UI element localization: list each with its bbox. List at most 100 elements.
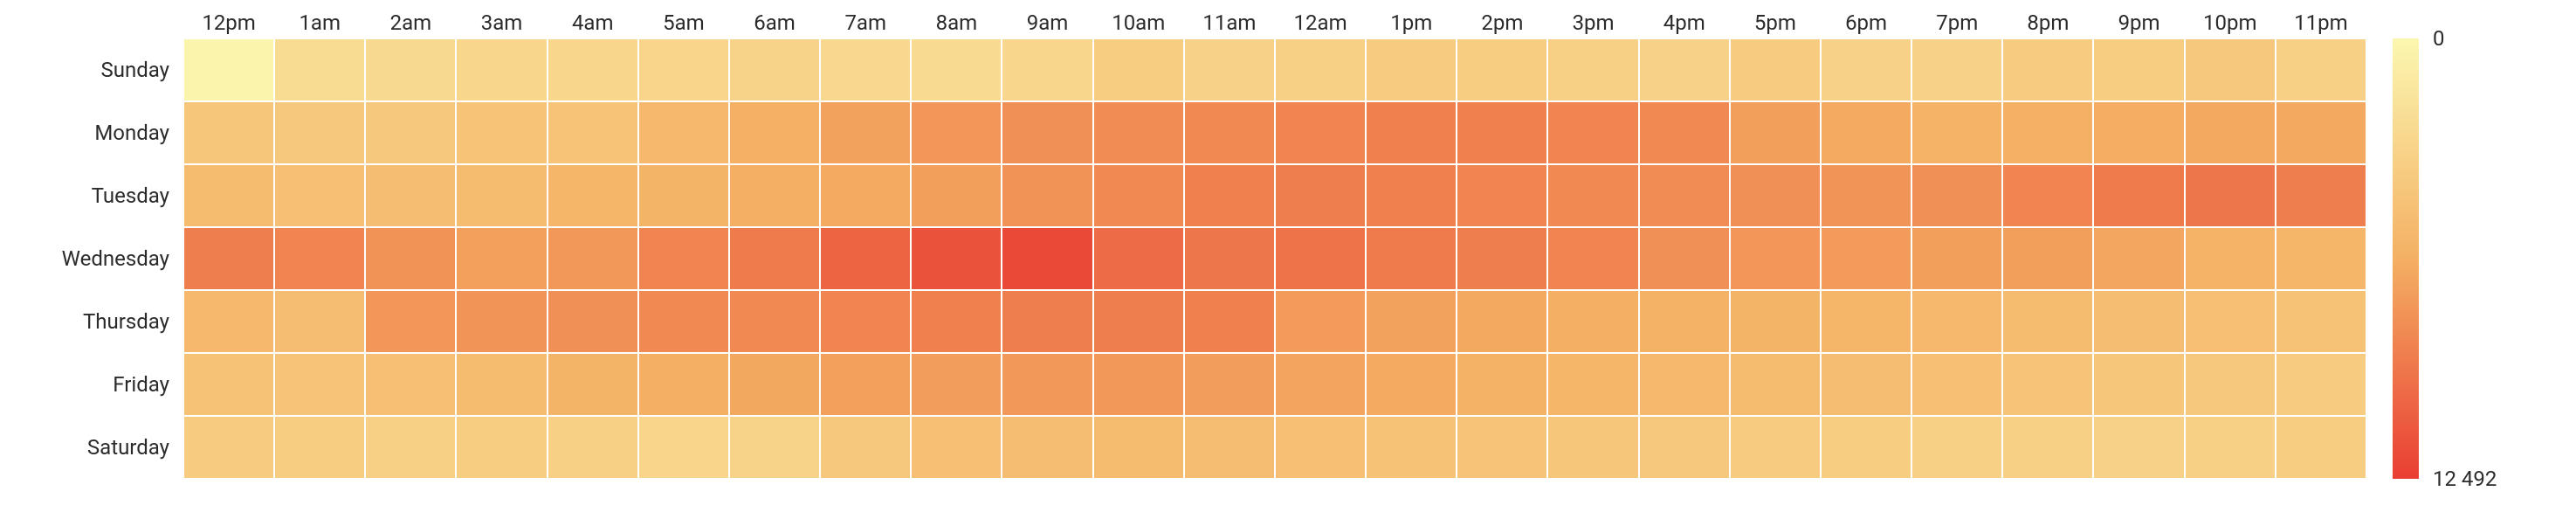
heatmap-cell[interactable] bbox=[2185, 290, 2276, 353]
heatmap-cell[interactable] bbox=[2093, 416, 2184, 479]
heatmap-cell[interactable] bbox=[456, 38, 547, 101]
heatmap-cell[interactable] bbox=[1821, 353, 1911, 416]
heatmap-cell[interactable] bbox=[1730, 353, 1821, 416]
heatmap-cell[interactable] bbox=[1002, 38, 1092, 101]
heatmap-cell[interactable] bbox=[365, 164, 456, 227]
heatmap-cell[interactable] bbox=[1184, 38, 1275, 101]
heatmap-cell[interactable] bbox=[638, 353, 729, 416]
heatmap-cell[interactable] bbox=[1639, 38, 1730, 101]
heatmap-cell[interactable] bbox=[365, 416, 456, 479]
heatmap-cell[interactable] bbox=[274, 101, 365, 164]
heatmap-cell[interactable] bbox=[1639, 353, 1730, 416]
heatmap-cell[interactable] bbox=[365, 38, 456, 101]
heatmap-cell[interactable] bbox=[729, 416, 820, 479]
heatmap-cell[interactable] bbox=[2276, 227, 2366, 290]
heatmap-cell[interactable] bbox=[2276, 290, 2366, 353]
heatmap-cell[interactable] bbox=[548, 290, 638, 353]
heatmap-cell[interactable] bbox=[1730, 416, 1821, 479]
heatmap-cell[interactable] bbox=[1547, 290, 1638, 353]
heatmap-cell[interactable] bbox=[1275, 290, 1366, 353]
heatmap-cell[interactable] bbox=[1184, 101, 1275, 164]
heatmap-cell[interactable] bbox=[2002, 416, 2093, 479]
heatmap-cell[interactable] bbox=[1366, 164, 1457, 227]
heatmap-cell[interactable] bbox=[183, 227, 274, 290]
heatmap-cell[interactable] bbox=[1184, 353, 1275, 416]
heatmap-cell[interactable] bbox=[2002, 164, 2093, 227]
heatmap-cell[interactable] bbox=[1911, 164, 2002, 227]
heatmap-cell[interactable] bbox=[365, 290, 456, 353]
heatmap-cell[interactable] bbox=[638, 290, 729, 353]
heatmap-cell[interactable] bbox=[638, 416, 729, 479]
heatmap-cell[interactable] bbox=[729, 290, 820, 353]
heatmap-cell[interactable] bbox=[1911, 38, 2002, 101]
heatmap-cell[interactable] bbox=[1366, 416, 1457, 479]
heatmap-cell[interactable] bbox=[1093, 227, 1184, 290]
heatmap-cell[interactable] bbox=[183, 290, 274, 353]
heatmap-cell[interactable] bbox=[1547, 164, 1638, 227]
heatmap-cell[interactable] bbox=[456, 353, 547, 416]
heatmap-cell[interactable] bbox=[548, 101, 638, 164]
heatmap-cell[interactable] bbox=[1366, 290, 1457, 353]
heatmap-cell[interactable] bbox=[911, 38, 1002, 101]
heatmap-cell[interactable] bbox=[911, 290, 1002, 353]
heatmap-cell[interactable] bbox=[274, 227, 365, 290]
heatmap-cell[interactable] bbox=[1821, 227, 1911, 290]
heatmap-cell[interactable] bbox=[1457, 227, 1547, 290]
heatmap-cell[interactable] bbox=[820, 227, 911, 290]
heatmap-cell[interactable] bbox=[1002, 353, 1092, 416]
heatmap-cell[interactable] bbox=[1002, 227, 1092, 290]
heatmap-cell[interactable] bbox=[2002, 38, 2093, 101]
heatmap-cell[interactable] bbox=[1093, 164, 1184, 227]
heatmap-cell[interactable] bbox=[456, 416, 547, 479]
heatmap-cell[interactable] bbox=[2093, 353, 2184, 416]
heatmap-cell[interactable] bbox=[2002, 353, 2093, 416]
heatmap-cell[interactable] bbox=[1275, 227, 1366, 290]
heatmap-cell[interactable] bbox=[1457, 164, 1547, 227]
heatmap-cell[interactable] bbox=[548, 227, 638, 290]
heatmap-cell[interactable] bbox=[911, 164, 1002, 227]
heatmap-cell[interactable] bbox=[2185, 101, 2276, 164]
heatmap-cell[interactable] bbox=[911, 227, 1002, 290]
heatmap-cell[interactable] bbox=[1911, 101, 2002, 164]
heatmap-cell[interactable] bbox=[2093, 290, 2184, 353]
heatmap-cell[interactable] bbox=[548, 38, 638, 101]
heatmap-cell[interactable] bbox=[456, 101, 547, 164]
heatmap-cell[interactable] bbox=[1002, 416, 1092, 479]
heatmap-cell[interactable] bbox=[274, 164, 365, 227]
heatmap-cell[interactable] bbox=[2093, 164, 2184, 227]
heatmap-cell[interactable] bbox=[274, 290, 365, 353]
heatmap-cell[interactable] bbox=[365, 101, 456, 164]
heatmap-cell[interactable] bbox=[2185, 38, 2276, 101]
heatmap-cell[interactable] bbox=[2276, 101, 2366, 164]
heatmap-cell[interactable] bbox=[2276, 353, 2366, 416]
heatmap-cell[interactable] bbox=[1093, 101, 1184, 164]
heatmap-cell[interactable] bbox=[1002, 101, 1092, 164]
heatmap-cell[interactable] bbox=[1457, 416, 1547, 479]
heatmap-cell[interactable] bbox=[1821, 416, 1911, 479]
heatmap-cell[interactable] bbox=[274, 38, 365, 101]
heatmap-cell[interactable] bbox=[1184, 164, 1275, 227]
heatmap-cell[interactable] bbox=[1184, 227, 1275, 290]
heatmap-cell[interactable] bbox=[729, 353, 820, 416]
heatmap-cell[interactable] bbox=[911, 416, 1002, 479]
heatmap-cell[interactable] bbox=[1366, 227, 1457, 290]
heatmap-cell[interactable] bbox=[1639, 290, 1730, 353]
heatmap-cell[interactable] bbox=[1002, 290, 1092, 353]
heatmap-cell[interactable] bbox=[2093, 38, 2184, 101]
heatmap-cell[interactable] bbox=[1002, 164, 1092, 227]
heatmap-cell[interactable] bbox=[1547, 101, 1638, 164]
heatmap-cell[interactable] bbox=[2093, 101, 2184, 164]
heatmap-cell[interactable] bbox=[1275, 38, 1366, 101]
heatmap-cell[interactable] bbox=[1275, 416, 1366, 479]
heatmap-cell[interactable] bbox=[2002, 101, 2093, 164]
heatmap-cell[interactable] bbox=[548, 353, 638, 416]
heatmap-cell[interactable] bbox=[1093, 290, 1184, 353]
heatmap-cell[interactable] bbox=[1093, 353, 1184, 416]
heatmap-cell[interactable] bbox=[1093, 38, 1184, 101]
heatmap-cell[interactable] bbox=[365, 353, 456, 416]
heatmap-cell[interactable] bbox=[456, 164, 547, 227]
heatmap-cell[interactable] bbox=[1911, 353, 2002, 416]
heatmap-cell[interactable] bbox=[1547, 416, 1638, 479]
heatmap-cell[interactable] bbox=[729, 227, 820, 290]
heatmap-cell[interactable] bbox=[274, 416, 365, 479]
